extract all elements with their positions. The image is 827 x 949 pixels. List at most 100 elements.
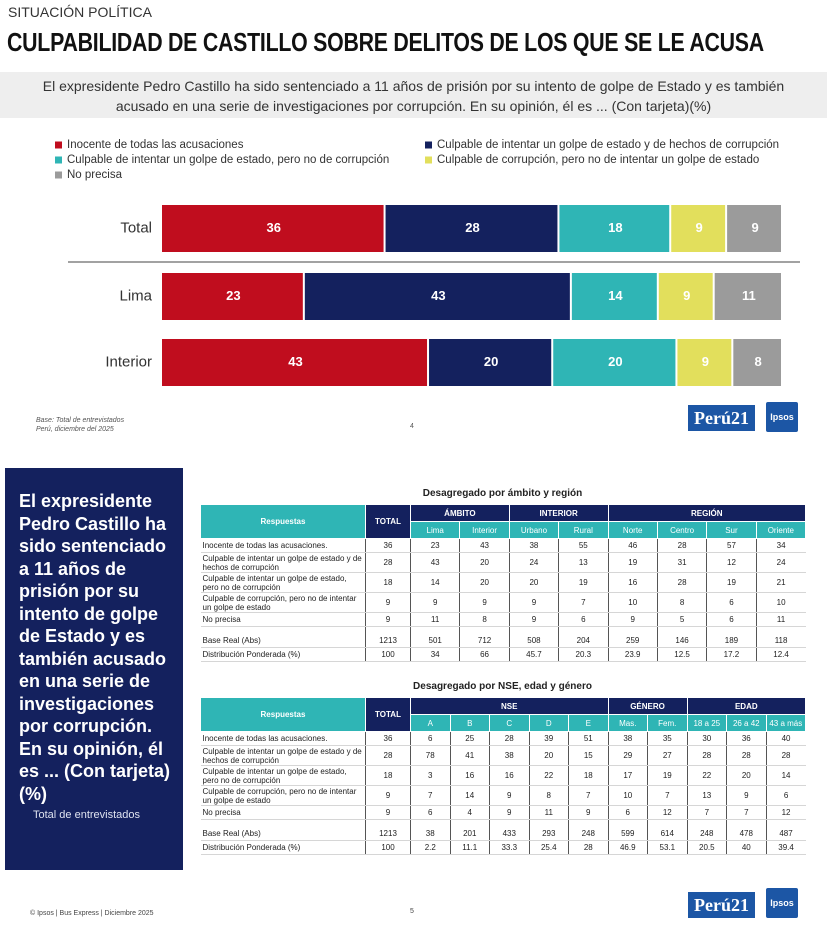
cell-value: 14: [765, 765, 806, 786]
table-body: Inocente de todas las acusaciones. 36 6 25 2…: [200, 731, 806, 855]
bar-segment: [559, 205, 670, 252]
table-row: Culpable de intentar un golpe de estado …: [200, 745, 806, 766]
column-header: Interior: [459, 521, 510, 539]
bar-segment: [162, 339, 428, 386]
cell-value: 46.9: [607, 840, 648, 855]
column-header: Mas.: [607, 714, 649, 732]
spacer-row: [201, 626, 806, 634]
row-label: Culpable de corrupción, pero no de inten…: [200, 785, 366, 806]
group-header: INTERIOR: [508, 504, 609, 522]
cell-value: 20: [508, 572, 559, 593]
category-label: Total: [120, 219, 152, 236]
table: Respuestas TOTAL ÁMBITO INTERIOR REGIÓN Lima I…: [200, 504, 807, 662]
bar-segment: [385, 205, 558, 252]
value-label: 36: [267, 220, 281, 235]
cell-value: 19: [558, 572, 609, 593]
cell-value: 9: [365, 785, 411, 806]
cell-value: 19: [607, 552, 658, 573]
cell-value: 43: [409, 552, 460, 573]
cell-value: 28: [568, 840, 609, 855]
value-label: 28: [465, 220, 479, 235]
kicker: SITUACIÓN POLÍTICA: [8, 4, 152, 20]
cell-value: 78: [410, 745, 450, 766]
cell-value: 36: [365, 538, 411, 553]
column-header: Centro: [656, 521, 708, 539]
value-label: 14: [608, 288, 623, 303]
cell-value: 9: [489, 805, 529, 820]
cell-value: 6: [607, 805, 648, 820]
cell-value: 6: [410, 731, 450, 746]
cell-value: 28: [489, 731, 529, 746]
cell-value: 11.1: [449, 840, 490, 855]
cell-value: 9: [365, 592, 411, 613]
column-header: B: [449, 714, 490, 732]
column-header: Oriente: [755, 521, 807, 539]
cell-value: 57: [706, 538, 757, 553]
legend-swatch: [425, 141, 432, 149]
bar-segment: [733, 339, 781, 386]
row-label: Culpable de intentar un golpe de estado,…: [200, 765, 366, 786]
table-nse-block: Desagregado por NSE, edad y género Respue…: [200, 681, 807, 855]
cell-value: 11: [409, 612, 460, 627]
value-label: 23: [226, 288, 240, 303]
cell-value: 14: [449, 785, 490, 806]
cell-value: 487: [765, 827, 806, 841]
legend-swatch: [55, 141, 62, 149]
cell-value: 9: [365, 805, 411, 820]
header-cell: Respuestas: [200, 697, 366, 732]
bar-segment: [658, 273, 713, 320]
cell-value: 1213: [365, 827, 411, 841]
footer-source: © Ipsos | Bus Express | Diciembre 2025: [30, 910, 154, 917]
column-header: A: [410, 714, 451, 732]
cell-value: 9: [459, 592, 510, 613]
cell-value: 16: [607, 572, 658, 593]
cell-value: 41: [449, 745, 490, 766]
cell-value: 8: [656, 592, 707, 613]
cell-value: 3: [410, 765, 450, 786]
header-row: Respuestas TOTAL ÁMBITO INTERIOR REGIÓN: [200, 504, 807, 539]
cell-value: 19: [647, 765, 688, 786]
value-label: 9: [696, 220, 703, 235]
cell-value: 1213: [365, 634, 411, 648]
cell-value: 38: [607, 731, 648, 746]
table-row: Culpable de intentar un golpe de estado,…: [200, 765, 806, 786]
cell-value: 53.1: [647, 840, 688, 855]
row-label: Culpable de intentar un golpe de estado,…: [200, 572, 366, 593]
spacer-row: [201, 819, 806, 827]
cell-value: 36: [365, 731, 411, 746]
value-label: 20: [608, 354, 622, 369]
cell-value: 66: [459, 647, 510, 662]
cell-value: 17: [607, 765, 648, 786]
cell-value: 29: [607, 745, 648, 766]
logo-ipsos: Ipsos: [766, 888, 798, 918]
value-label: 9: [683, 288, 690, 303]
header-cell: TOTAL: [365, 504, 411, 539]
cell-value: 21: [755, 572, 806, 593]
table-region-block: Desagregado por ámbito y región Respuesta…: [200, 488, 807, 662]
cell-value: 30: [686, 731, 727, 746]
cell-value: 5: [656, 612, 707, 627]
cell-value: 28: [765, 745, 806, 766]
cell-value: 20: [459, 572, 510, 593]
row-label: Inocente de todas las acusaciones.: [200, 538, 366, 553]
legend-label: Culpable de intentar un golpe de estado …: [437, 139, 779, 151]
chart: Inocente de todas las acusaciones Culpabl…: [55, 139, 800, 386]
legend-swatch: [55, 171, 62, 179]
row-label: Base Real (Abs): [200, 634, 366, 648]
row-label: No precisa: [200, 805, 366, 820]
legend-label: Culpable de corrupción, pero no de inten…: [437, 154, 759, 166]
cell-value: 12.5: [656, 647, 707, 662]
cell-value: 6: [706, 592, 757, 613]
cell-value: 6: [706, 612, 757, 627]
cell-value: 7: [647, 785, 688, 806]
cell-value: 146: [656, 634, 707, 648]
cell-value: 40: [765, 731, 806, 746]
column-header: D: [528, 714, 569, 732]
table-row: Inocente de todas las acusaciones. 36 23 43…: [200, 538, 806, 553]
cell-value: 433: [489, 827, 529, 841]
cell-value: 8: [528, 785, 569, 806]
cell-value: 712: [459, 634, 510, 648]
cell-value: 248: [686, 827, 727, 841]
group-header: REGIÓN: [607, 504, 807, 522]
